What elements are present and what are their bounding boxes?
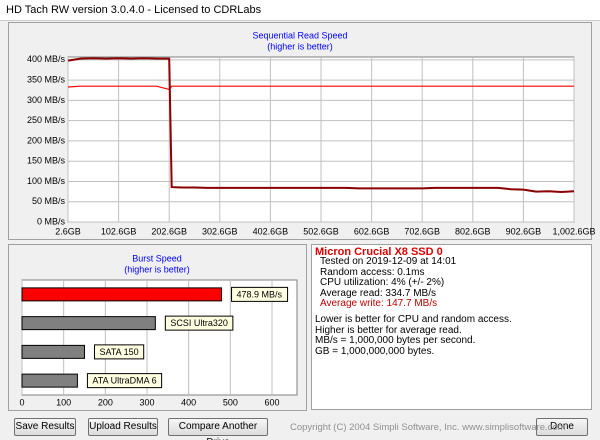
burst-subtitle: (higher is better)	[124, 264, 190, 274]
x-tick-label: 702.6GB	[404, 226, 440, 236]
info-note: GB = 1,000,000,000 bytes.	[315, 345, 435, 357]
x-tick-label: 2.6GB	[55, 226, 81, 236]
bar-label: SCSI Ultra320	[170, 318, 228, 328]
button[interactable]: Done	[536, 418, 588, 436]
x-tick-label: 902.6GB	[506, 226, 542, 236]
y-tick-label: 400 MB/s	[27, 54, 66, 64]
info-note: MB/s = 1,000,000 bytes per second.	[315, 335, 476, 346]
bar	[21, 373, 78, 388]
button[interactable]: Compare Another Drive	[168, 418, 268, 440]
x-tick-label: 200	[98, 397, 113, 407]
x-tick-label: 600	[264, 397, 279, 407]
y-tick-label: 350 MB/s	[27, 74, 66, 84]
window-title: HD Tach RW version 3.0.4.0 - Licensed to…	[6, 4, 262, 16]
series-line	[67, 57, 575, 194]
bar-label: SATA 150	[100, 347, 139, 357]
y-tick-label: 250 MB/s	[27, 115, 66, 125]
x-tick-label: 1,002.6GB	[552, 226, 595, 236]
y-tick-label: 50 MB/s	[32, 196, 66, 206]
bar	[21, 287, 223, 302]
info-line: Random access: 0.1ms	[320, 266, 425, 278]
y-tick-label: 100 MB/s	[27, 176, 66, 186]
y-tick-label: 150 MB/s	[27, 156, 66, 166]
x-tick-label: 302.6GB	[202, 226, 238, 236]
info-line: CPU utilization: 4% (+/- 2%)	[320, 277, 445, 288]
x-tick-label: 400	[181, 397, 196, 407]
info-note: Lower is better for CPU and random acces…	[315, 314, 512, 325]
y-tick-label: 300 MB/s	[27, 95, 66, 105]
info-lines: Tested on 2019-12-09 at 14:01 Random acce…	[320, 256, 457, 310]
button[interactable]: Upload Results	[88, 418, 158, 436]
x-tick-label: 402.6GB	[253, 226, 289, 236]
x-tick-label: 502.6GB	[303, 226, 339, 236]
info-line: Tested on 2019-12-09 at 14:01	[320, 256, 457, 267]
info-panel: Micron Crucial X8 SSD 0 Tested on 2019-1…	[311, 244, 592, 410]
bar	[21, 316, 156, 331]
x-tick-label: 100	[56, 397, 71, 407]
copyright: Copyright (C) 2004 Simpli Software, Inc.…	[290, 422, 566, 433]
x-tick-label: 0	[19, 397, 24, 407]
x-tick-label: 500	[223, 397, 238, 407]
title-bar: HD Tach RW version 3.0.4.0 - Licensed to…	[0, 0, 600, 21]
burst-title: Burst Speed	[132, 253, 182, 263]
info-note: Higher is better for average read.	[315, 324, 462, 336]
chart-subtitle: (higher is better)	[267, 41, 333, 51]
x-tick-label: 602.6GB	[354, 226, 390, 236]
bar-label-box	[94, 344, 145, 360]
bar-label-box	[164, 315, 234, 331]
x-tick-label: 300	[139, 397, 154, 407]
chart-title: Sequential Read Speed	[252, 30, 347, 40]
button[interactable]: Save Results	[14, 418, 76, 436]
y-tick-label: 200 MB/s	[27, 135, 66, 145]
series-line	[67, 85, 574, 91]
bar-label-box	[231, 286, 289, 302]
info-line: Average write: 147.7 MB/s	[320, 298, 438, 309]
info-notes: Lower is better for CPU and random acces…	[315, 314, 512, 357]
x-tick-label: 102.6GB	[101, 226, 137, 236]
y-tick-label: 0 MB/s	[37, 216, 66, 226]
drive-name: Micron Crucial X8 SSD 0	[315, 246, 443, 258]
x-tick-label: 802.6GB	[455, 226, 491, 236]
bar-label: 478.9 MB/s	[237, 289, 283, 299]
bar	[21, 344, 85, 359]
bar-label: ATA UltraDMA 6	[92, 376, 156, 386]
bar-label-box	[86, 373, 163, 389]
info-line: Average read: 334.7 MB/s	[320, 287, 436, 299]
x-tick-label: 202.6GB	[151, 226, 187, 236]
